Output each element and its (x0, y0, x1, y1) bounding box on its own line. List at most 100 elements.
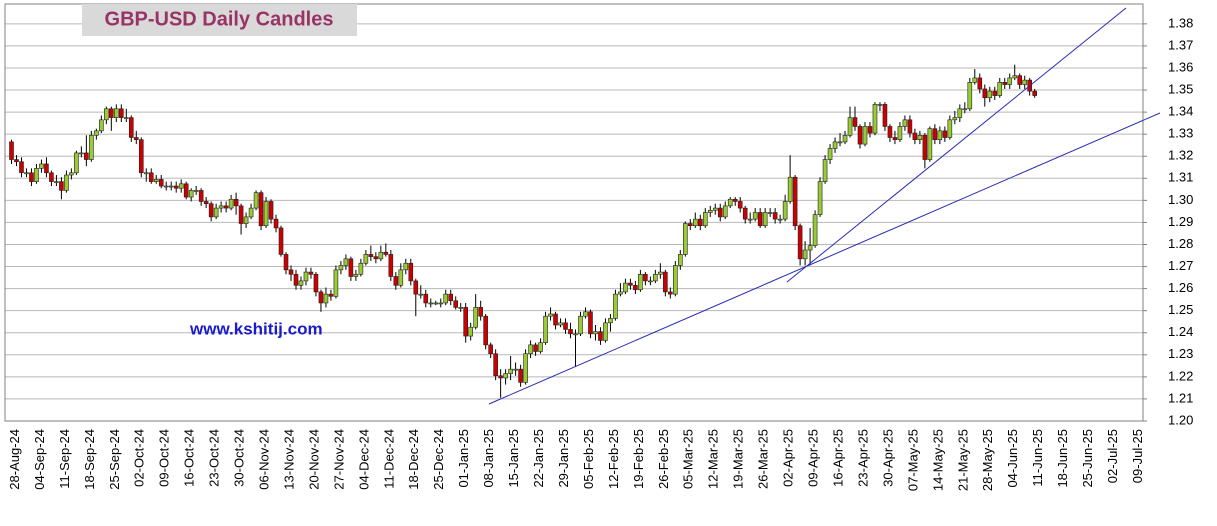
x-tick-label: 05-Feb-25 (581, 429, 596, 489)
candle-body (338, 265, 344, 271)
candle-body (358, 262, 364, 275)
candle-body (1002, 82, 1008, 85)
candle-body (428, 302, 434, 305)
candle-body (643, 273, 648, 282)
candle-body (293, 273, 299, 286)
candle-body (603, 322, 608, 341)
x-tick-label: 08-Jan-25 (481, 429, 496, 488)
candle-body (213, 207, 219, 218)
candle-body (183, 183, 189, 198)
candle-body (143, 172, 149, 175)
candle-body (852, 117, 858, 127)
candle-body (238, 205, 244, 224)
candle-body (79, 152, 84, 155)
candle-body (278, 227, 284, 255)
candle-body (518, 368, 523, 383)
chart-title: GBP-USD Daily Candles (105, 8, 334, 30)
candle-body (298, 280, 304, 286)
candle-body (14, 159, 19, 163)
candle-body (792, 176, 798, 227)
candle-body (403, 262, 409, 271)
x-tick-label: 12-Mar-25 (706, 429, 721, 489)
candle-body (732, 198, 738, 202)
candle-body (493, 353, 498, 377)
candle-body (668, 291, 673, 295)
candle-body (218, 205, 224, 209)
candle-body (982, 88, 988, 99)
x-tick-label: 16-Apr-25 (830, 429, 845, 487)
candle-body (543, 315, 548, 343)
candle-body (328, 293, 334, 297)
y-tick-label: 1.37 (1168, 37, 1193, 52)
candle-body (198, 190, 204, 202)
candle-body (857, 126, 863, 145)
candle-body (962, 108, 968, 111)
candle-body (74, 152, 79, 174)
candle-body (123, 117, 129, 119)
x-tick-label: 28-May-25 (980, 429, 995, 491)
x-tick-label: 25-Jun-25 (1080, 429, 1095, 488)
candle-body (957, 108, 963, 118)
x-tick-label: 21-May-25 (955, 429, 970, 491)
candle-body (827, 148, 833, 160)
candle-body (163, 185, 169, 188)
y-tick-label: 1.31 (1168, 170, 1193, 185)
candle-body (548, 313, 553, 317)
x-tick-label: 14-May-25 (930, 429, 945, 491)
candle-body (937, 130, 943, 140)
candle-body (633, 285, 638, 291)
candles (9, 64, 1037, 398)
candle-body (817, 181, 823, 216)
candle-body (503, 373, 508, 379)
x-tick-label: 15-Jan-25 (506, 429, 521, 488)
candle-body (483, 315, 488, 346)
candle-body (947, 119, 953, 138)
y-tick-label: 1.27 (1168, 258, 1193, 273)
candle-body (64, 174, 69, 191)
candle-body (193, 190, 199, 192)
x-tick-label: 26-Mar-25 (756, 429, 771, 489)
candle-body (907, 119, 913, 134)
candle-body (787, 176, 793, 202)
candle-body (892, 137, 898, 140)
x-tick-label: 01-Jan-25 (456, 429, 471, 488)
x-tick-label: 04-Jun-25 (1005, 429, 1020, 488)
candle-body (628, 282, 633, 286)
candle-body (223, 205, 229, 209)
candle-body (438, 302, 444, 305)
candle-body (1032, 90, 1037, 96)
candle-body (658, 271, 663, 275)
y-tick-label: 1.25 (1168, 302, 1193, 317)
x-tick-label: 11-Jun-25 (1030, 429, 1045, 487)
x-tick-label: 13-Nov-24 (281, 429, 296, 490)
x-tick-label: 29-Jan-25 (556, 429, 571, 488)
candle-body (842, 134, 848, 143)
x-tick-label: 02-Jul-25 (1105, 429, 1120, 483)
x-tick-label: 02-Oct-24 (132, 429, 147, 487)
candle-body (737, 201, 743, 209)
candle-body (513, 368, 518, 371)
candle-body (348, 258, 354, 277)
candle-body (44, 163, 49, 174)
candle-body (49, 172, 54, 182)
candle-body (473, 307, 478, 328)
candle-body (333, 269, 339, 297)
x-tick-label: 26-Feb-25 (656, 429, 671, 489)
candle-body (114, 108, 119, 118)
candle-body (777, 218, 783, 221)
candle-body (383, 251, 389, 255)
candle-body (398, 269, 404, 286)
candle-body (368, 254, 374, 257)
candle-body (263, 201, 269, 227)
x-tick-label: 11-Sep-24 (57, 429, 72, 489)
x-tick-label: 07-May-25 (905, 429, 920, 491)
x-tick-label: 04-Sep-24 (32, 429, 47, 490)
x-tick-label: 19-Feb-25 (631, 429, 646, 489)
candle-body (268, 201, 274, 220)
candle-body (772, 212, 778, 220)
candle-body (133, 137, 139, 140)
candle-body (523, 353, 528, 383)
x-tick-label: 18-Jun-25 (1055, 429, 1070, 488)
candle-body (717, 207, 723, 218)
